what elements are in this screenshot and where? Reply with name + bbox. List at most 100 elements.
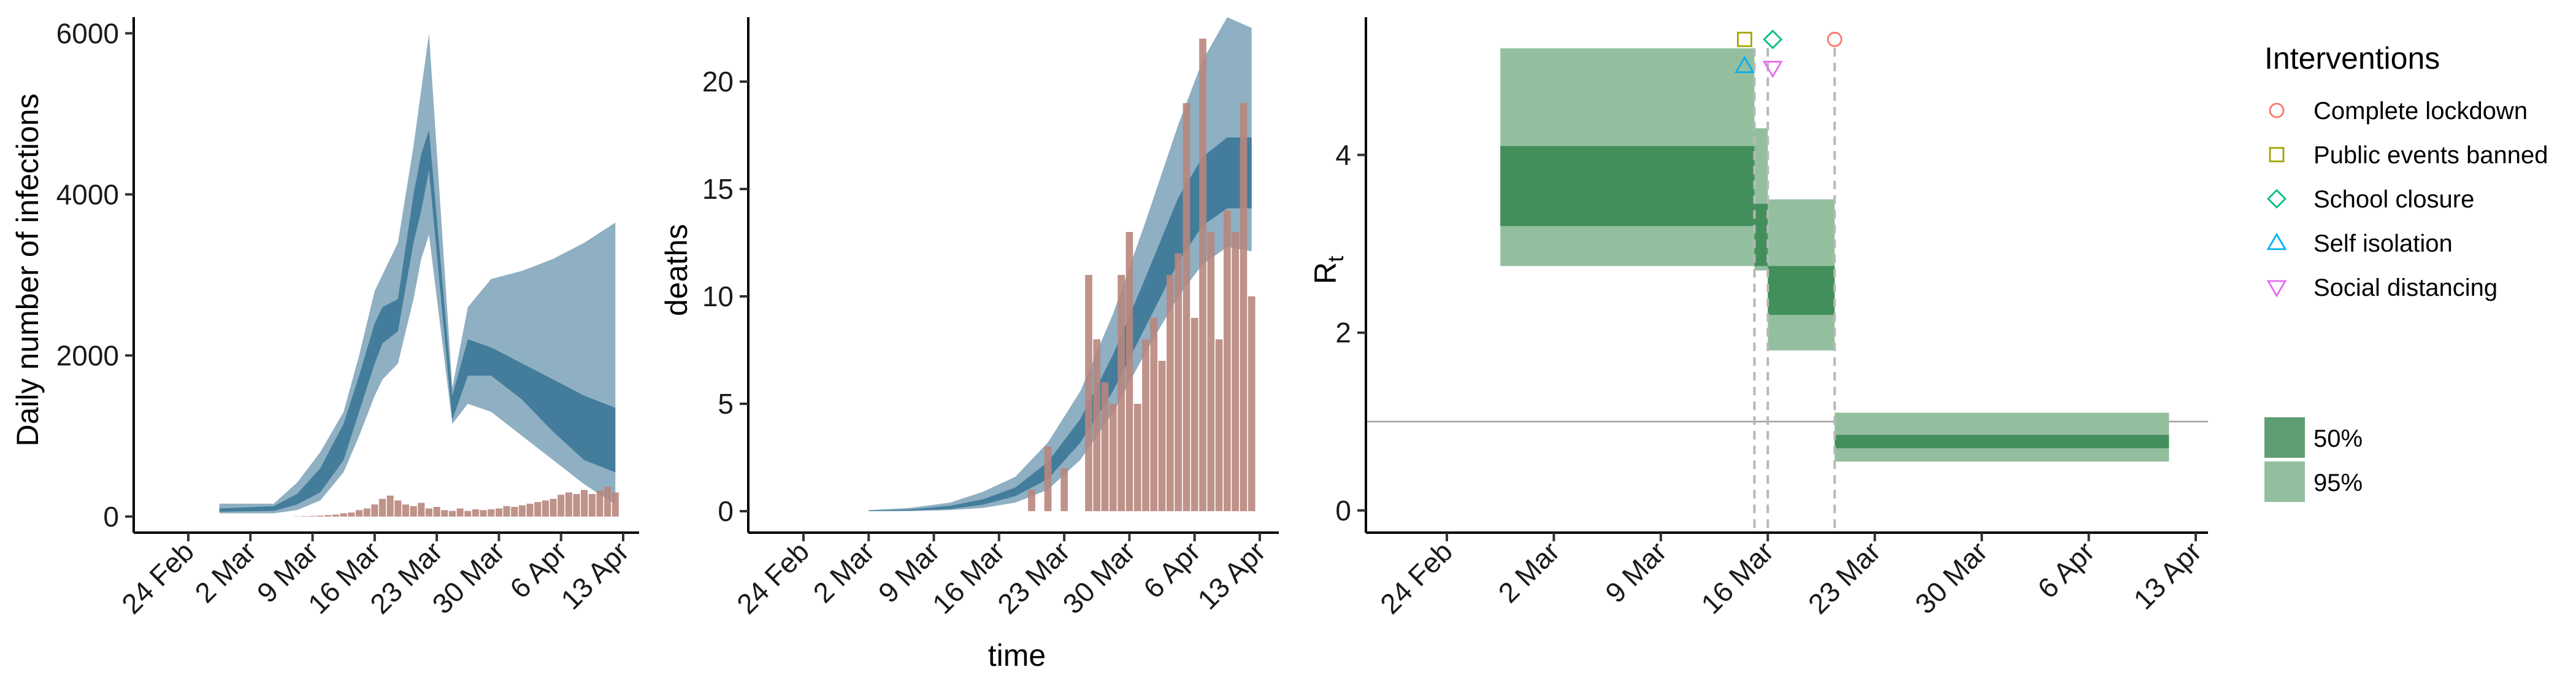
y-tick-label: 0 — [103, 501, 119, 533]
observed-bar — [495, 508, 502, 517]
rt-segments — [1500, 48, 2169, 462]
observed-bar — [402, 504, 409, 517]
observed-bar — [1215, 339, 1223, 511]
deaths-x-axis-label: time — [988, 638, 1046, 673]
legend-entry-label: Public events banned — [2313, 142, 2548, 169]
y-tick-label: 0 — [1335, 495, 1351, 527]
legend-marker — [2267, 189, 2287, 209]
ci95-area — [219, 33, 616, 514]
observed-bar — [441, 510, 448, 517]
observed-bar — [456, 508, 464, 517]
observed-bar — [1224, 210, 1231, 511]
observed-bar — [1158, 361, 1166, 511]
infections-ci95-band — [219, 33, 616, 514]
observed-bar — [464, 511, 472, 517]
intervention-marker — [1737, 31, 1752, 47]
x-tick-label: 2 Mar — [1492, 535, 1566, 609]
legend: Interventions Complete lockdown Public ev… — [2264, 41, 2548, 502]
rt-ci50-segment — [1834, 434, 2169, 449]
observed-bar — [356, 510, 363, 517]
infections-ci50-band — [219, 129, 616, 512]
infections-y-axis-label: Daily number of infections — [10, 93, 45, 446]
legend-entry-label: School closure — [2313, 186, 2474, 213]
observed-bar — [1199, 39, 1206, 511]
observed-bar — [324, 515, 332, 517]
rt-y-axis-label: Rt — [1308, 256, 1348, 284]
observed-bar — [394, 500, 402, 517]
observed-bar — [1125, 232, 1133, 511]
observed-bar — [1101, 382, 1109, 511]
observed-bar — [371, 504, 378, 517]
x-tick-label: 13 Apr — [2127, 535, 2207, 615]
y-tick-label: 2000 — [56, 339, 119, 371]
observed-bar — [558, 495, 565, 517]
observed-bar — [1133, 404, 1141, 511]
x-tick-label: 2 Mar — [807, 535, 880, 609]
x-tick-label: 16 Mar — [1695, 535, 1779, 620]
rt-ci50-segment — [1500, 146, 1755, 226]
legend-marker — [2266, 233, 2287, 250]
legend-entry-label: Complete lockdown — [2313, 98, 2528, 125]
legend-entry-label: Self isolation — [2313, 230, 2453, 257]
y-tick-label: 2 — [1335, 317, 1351, 349]
x-tick-label: 23 Mar — [1802, 535, 1887, 620]
observed-bar — [573, 494, 580, 517]
rt-y-axis-label-main: R — [1308, 262, 1343, 284]
observed-bar — [588, 494, 596, 517]
observed-bar — [472, 509, 479, 517]
x-tick-label: 9 Mar — [1599, 535, 1673, 609]
observed-bar — [418, 503, 425, 517]
observed-bar — [301, 516, 309, 517]
infections-observed-bars — [293, 487, 619, 517]
observed-bar — [1232, 232, 1239, 511]
x-tick-label: 30 Mar — [1056, 535, 1141, 620]
y-tick-label: 10 — [702, 280, 734, 312]
observed-bar — [1240, 103, 1248, 511]
x-tick-label: 24 Feb — [730, 535, 815, 620]
legend-marker — [2269, 102, 2285, 118]
intervention-marker — [1735, 55, 1755, 74]
y-tick-label: 6000 — [56, 17, 119, 49]
y-tick-label: 4000 — [56, 179, 119, 210]
x-tick-label: 16 Mar — [926, 535, 1011, 620]
observed-bar — [511, 507, 518, 517]
intervention-marker — [1827, 31, 1842, 47]
deaths-y-axis-label: deaths — [659, 224, 694, 316]
observed-bar — [378, 498, 386, 517]
y-tick-label: 20 — [702, 66, 734, 98]
observed-bar — [503, 506, 510, 517]
x-tick-label: 6 Apr — [2031, 535, 2101, 604]
x-tick-label: 13 Apr — [554, 535, 635, 615]
observed-bar — [1110, 404, 1117, 511]
x-tick-label: 30 Mar — [1909, 535, 1993, 620]
rt-y-axis-label-sub: t — [1323, 256, 1348, 262]
observed-bar — [348, 512, 355, 517]
observed-bar — [1060, 468, 1068, 511]
rt-panel: 0 2 4 24 Feb 2 Mar 9 Mar 16 Mar 23 Mar 30 Mar 6 A… — [1308, 17, 2208, 620]
y-tick-label: 5 — [718, 388, 734, 420]
observed-bar — [309, 515, 316, 517]
observed-bar — [1150, 318, 1158, 511]
intervention-marker — [1763, 29, 1783, 50]
x-tick-label: 13 Apr — [1191, 535, 1271, 615]
deaths-observed-bars — [1028, 39, 1255, 511]
observed-bar — [1207, 232, 1215, 511]
rt-ci50-segment — [1768, 266, 1835, 315]
observed-bar — [488, 509, 495, 517]
observed-bar — [565, 492, 572, 517]
legend-entry-label: Social distancing — [2313, 274, 2497, 301]
legend-band-label: 50% — [2313, 425, 2363, 452]
rt-ci50-segment — [1754, 204, 1768, 266]
y-tick-label: 0 — [718, 495, 734, 527]
x-tick-label: 23 Mar — [991, 535, 1076, 620]
observed-bar — [363, 508, 370, 517]
deaths-ci50-band — [868, 137, 1252, 511]
observed-bar — [526, 503, 534, 517]
legend-title: Interventions — [2264, 41, 2440, 75]
legend-entries: Complete lockdown Public events banned Sch… — [2266, 98, 2548, 301]
observed-bar — [604, 487, 611, 517]
observed-bar — [448, 511, 456, 517]
x-tick-label: 24 Feb — [115, 535, 200, 620]
